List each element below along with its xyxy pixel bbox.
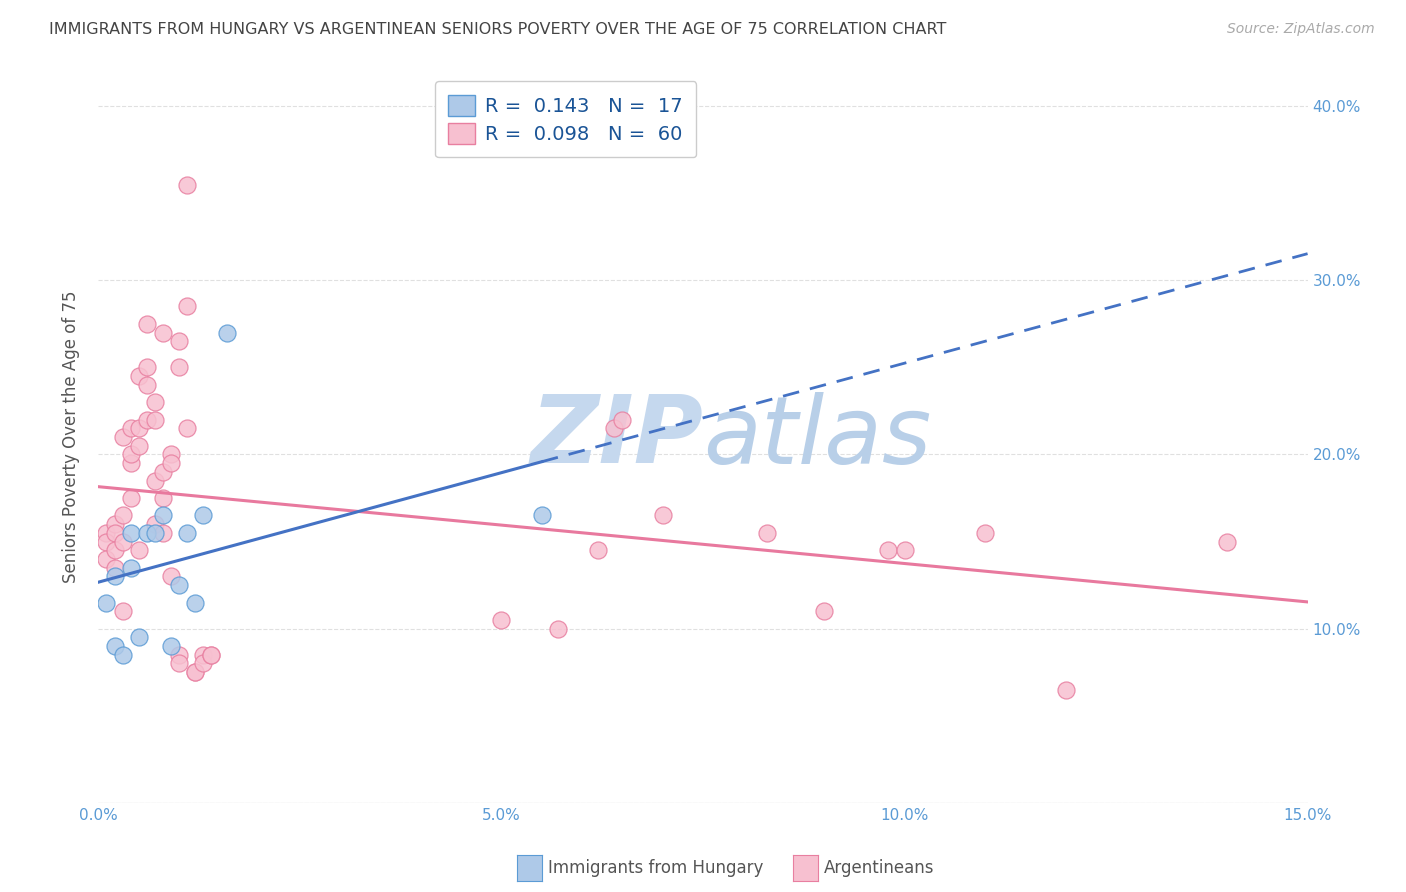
Point <box>217 326 239 340</box>
Text: Argentineans: Argentineans <box>824 859 934 877</box>
Point <box>135 317 157 331</box>
Point <box>135 360 157 375</box>
Legend: R =  0.143   N =  17, R =  0.098   N =  60: R = 0.143 N = 17, R = 0.098 N = 60 <box>434 81 696 158</box>
Point <box>103 639 125 653</box>
Text: ZIP: ZIP <box>530 391 703 483</box>
Point <box>160 456 183 470</box>
Point <box>152 491 174 505</box>
Point <box>184 665 207 680</box>
Point <box>152 465 174 479</box>
Point <box>143 474 166 488</box>
Point <box>152 326 174 340</box>
Point <box>135 412 157 426</box>
Point <box>491 613 513 627</box>
Point <box>135 377 157 392</box>
Point <box>167 648 190 662</box>
Point <box>877 543 900 558</box>
Point <box>143 395 166 409</box>
Point <box>120 560 142 574</box>
Point <box>160 448 183 462</box>
Text: IMMIGRANTS FROM HUNGARY VS ARGENTINEAN SENIORS POVERTY OVER THE AGE OF 75 CORREL: IMMIGRANTS FROM HUNGARY VS ARGENTINEAN S… <box>49 22 946 37</box>
Text: Source: ZipAtlas.com: Source: ZipAtlas.com <box>1227 22 1375 37</box>
Point <box>128 439 150 453</box>
Point <box>1216 534 1239 549</box>
Point <box>167 657 190 671</box>
Point <box>184 595 207 609</box>
Point <box>120 421 142 435</box>
Point <box>96 595 118 609</box>
Point <box>120 491 142 505</box>
Point <box>167 578 190 592</box>
Point <box>103 543 125 558</box>
Text: atlas: atlas <box>703 392 931 483</box>
Point <box>128 543 150 558</box>
Point <box>547 622 569 636</box>
Point <box>167 360 190 375</box>
Y-axis label: Seniors Poverty Over the Age of 75: Seniors Poverty Over the Age of 75 <box>62 291 80 583</box>
Point <box>160 639 183 653</box>
Point <box>111 534 134 549</box>
Point <box>96 552 118 566</box>
Point <box>96 525 118 540</box>
Point <box>111 430 134 444</box>
Point <box>530 508 553 523</box>
Point <box>152 525 174 540</box>
Point <box>143 412 166 426</box>
Point <box>128 369 150 384</box>
Point <box>193 657 215 671</box>
Point <box>143 517 166 532</box>
Point <box>813 604 835 618</box>
Point <box>103 517 125 532</box>
Point <box>103 525 125 540</box>
Point <box>612 412 634 426</box>
Point <box>111 604 134 618</box>
Point <box>135 525 157 540</box>
Point <box>176 421 198 435</box>
Point <box>96 534 118 549</box>
Point <box>120 525 142 540</box>
Point <box>152 508 174 523</box>
Point <box>200 648 222 662</box>
Point <box>193 508 215 523</box>
Point <box>193 648 215 662</box>
Point <box>756 525 779 540</box>
Point <box>176 525 198 540</box>
Point <box>111 508 134 523</box>
Point <box>143 525 166 540</box>
Point <box>651 508 673 523</box>
Point <box>974 525 997 540</box>
Point <box>586 543 609 558</box>
Point <box>176 300 198 314</box>
Point <box>1054 682 1077 697</box>
Point <box>103 569 125 583</box>
Point <box>184 665 207 680</box>
Point <box>103 560 125 574</box>
Point <box>160 569 183 583</box>
Point <box>111 648 134 662</box>
Point <box>120 456 142 470</box>
Text: Immigrants from Hungary: Immigrants from Hungary <box>548 859 763 877</box>
Point <box>176 178 198 192</box>
Point <box>128 631 150 645</box>
Point <box>128 421 150 435</box>
Point <box>603 421 626 435</box>
Point <box>200 648 222 662</box>
Point <box>167 334 190 349</box>
Point <box>120 448 142 462</box>
Point <box>893 543 915 558</box>
